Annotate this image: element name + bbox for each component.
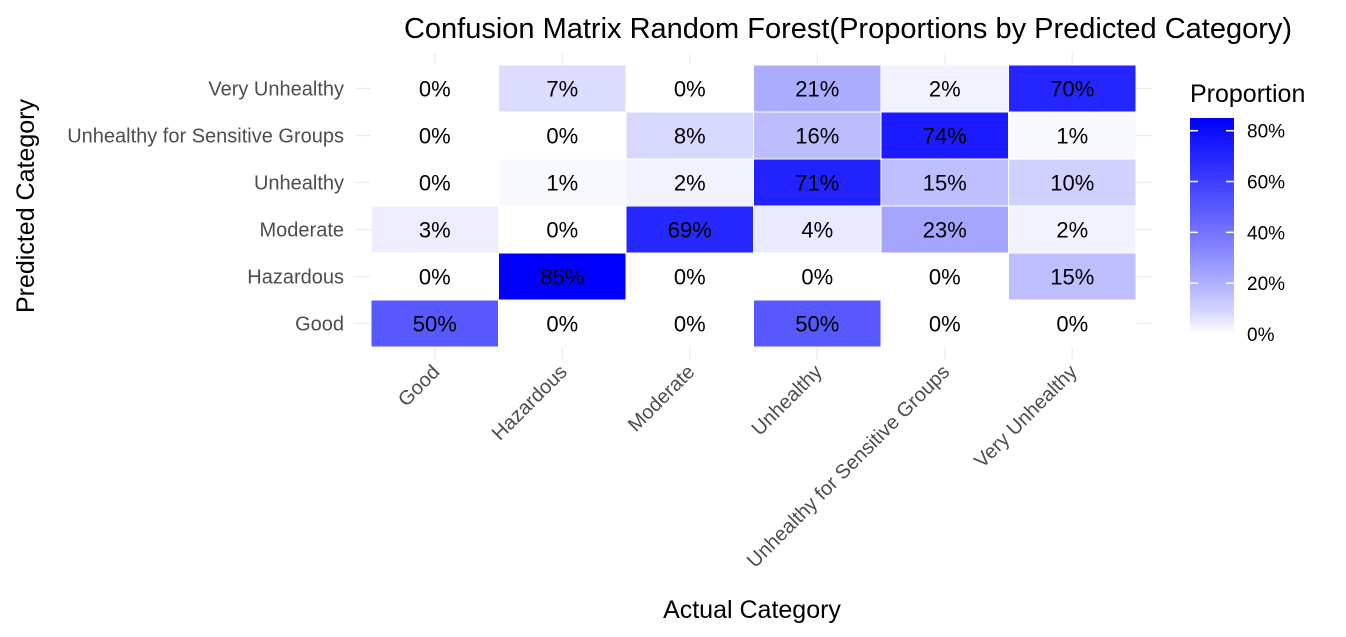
cell-value-label: 0% <box>419 77 451 102</box>
heatmap-cell <box>625 111 754 160</box>
cell-value-label: 0% <box>674 77 706 102</box>
heatmap-cell <box>1008 111 1137 160</box>
cell-value-label: 2% <box>929 77 961 102</box>
legend: Proportion 0% 20% 40% 60% 80% <box>1190 80 1305 346</box>
cell-value-label: 15% <box>923 171 967 196</box>
chart-title: Confusion Matrix Random Forest(Proportio… <box>404 13 1292 45</box>
heatmap-cell <box>625 299 754 348</box>
cell-value-label: 0% <box>546 124 578 149</box>
heatmap-cell <box>880 252 1009 301</box>
cell-value-label: 71% <box>795 171 839 196</box>
x-tick-label: Unhealthy <box>748 361 827 440</box>
cell-value-label: 0% <box>929 312 961 337</box>
legend-tick-label: 0% <box>1247 325 1275 346</box>
cell-value-label: 0% <box>674 312 706 337</box>
heatmap-cell <box>880 111 1009 160</box>
heatmap-cell <box>498 299 627 348</box>
heatmap-cell <box>498 64 627 113</box>
y-tick-label: Moderate <box>260 220 345 242</box>
heatmap-cell <box>880 158 1009 207</box>
cell-value-label: 2% <box>1056 218 1088 243</box>
cell-value-label: 0% <box>674 265 706 290</box>
cell-value-label: 1% <box>1056 124 1088 149</box>
heatmap-cell <box>370 111 499 160</box>
cell-value-label: 1% <box>546 171 578 196</box>
heatmap-cell <box>880 299 1009 348</box>
cell-value-label: 69% <box>668 218 712 243</box>
x-tick-label: Hazardous <box>488 361 572 445</box>
heatmap-cell <box>753 111 882 160</box>
y-axis-ticks: Very Unhealthy Unhealthy for Sensitive Gr… <box>67 79 344 336</box>
x-axis-ticks: Good Hazardous Moderate UnhealthyUnhealthy … <box>394 361 1082 572</box>
y-tick-label: Hazardous <box>247 267 344 289</box>
cell-value-label: 15% <box>1050 265 1094 290</box>
legend-title: Proportion <box>1190 80 1305 108</box>
cell-value-label: 0% <box>929 265 961 290</box>
y-tick-label: Good <box>295 314 344 336</box>
heatmap-cells: 0% 7% 0% 21% 2% 70% 0% 0% 8% 16% 74% 1% 0% 1% 2% 71% 15%… <box>370 64 1137 348</box>
cell-value-label: 0% <box>419 171 451 196</box>
cell-value-label: 0% <box>546 218 578 243</box>
y-tick-label: Very Unhealthy <box>208 79 344 101</box>
heatmap-cell <box>498 252 627 301</box>
cell-value-label: 0% <box>419 265 451 290</box>
heatmap-cell <box>753 205 882 254</box>
x-tick-label: Moderate <box>624 361 699 436</box>
cell-value-label: 85% <box>540 265 584 290</box>
heatmap-cell <box>1008 252 1137 301</box>
y-tick-label: Unhealthy <box>254 173 344 195</box>
heatmap-cell <box>370 64 499 113</box>
legend-tick-label: 80% <box>1247 122 1285 143</box>
cell-value-label: 16% <box>795 124 839 149</box>
x-tick-label: Very Unhealthy <box>970 361 1081 472</box>
cell-value-label: 0% <box>1056 312 1088 337</box>
cell-value-label: 70% <box>1050 77 1094 102</box>
y-axis-title: Predicted Category <box>12 99 40 314</box>
heatmap-cell <box>370 299 499 348</box>
cell-value-label: 21% <box>795 77 839 102</box>
heatmap-cell <box>1008 205 1137 254</box>
cell-value-label: 74% <box>923 124 967 149</box>
cell-value-label: 50% <box>413 312 457 337</box>
x-tick-label: Good <box>394 361 444 411</box>
heatmap-cell <box>1008 299 1137 348</box>
cell-value-label: 50% <box>795 312 839 337</box>
heatmap-cell <box>625 64 754 113</box>
legend-tick-label: 20% <box>1247 274 1285 295</box>
heatmap-cell <box>753 64 882 113</box>
legend-colorbar <box>1190 118 1234 334</box>
y-tick-label: Unhealthy for Sensitive Groups <box>67 126 344 148</box>
cell-value-label: 0% <box>419 124 451 149</box>
x-axis-title: Actual Category <box>663 596 841 624</box>
legend-tick-label: 40% <box>1247 223 1285 244</box>
legend-tick-label: 60% <box>1247 173 1285 194</box>
cell-value-label: 4% <box>801 218 833 243</box>
cell-value-label: 3% <box>419 218 451 243</box>
cell-value-label: 2% <box>674 171 706 196</box>
heatmap-cell <box>753 158 882 207</box>
cell-value-label: 10% <box>1050 171 1094 196</box>
heatmap-cell <box>625 252 754 301</box>
cell-value-label: 23% <box>923 218 967 243</box>
cell-value-label: 8% <box>674 124 706 149</box>
cell-value-label: 0% <box>546 312 578 337</box>
heatmap-cell <box>1008 158 1137 207</box>
cell-value-label: 0% <box>801 265 833 290</box>
heatmap-cell <box>498 205 627 254</box>
cell-value-label: 7% <box>546 77 578 102</box>
x-tick-label: Unhealthy for Sensitive Groups <box>743 361 954 572</box>
